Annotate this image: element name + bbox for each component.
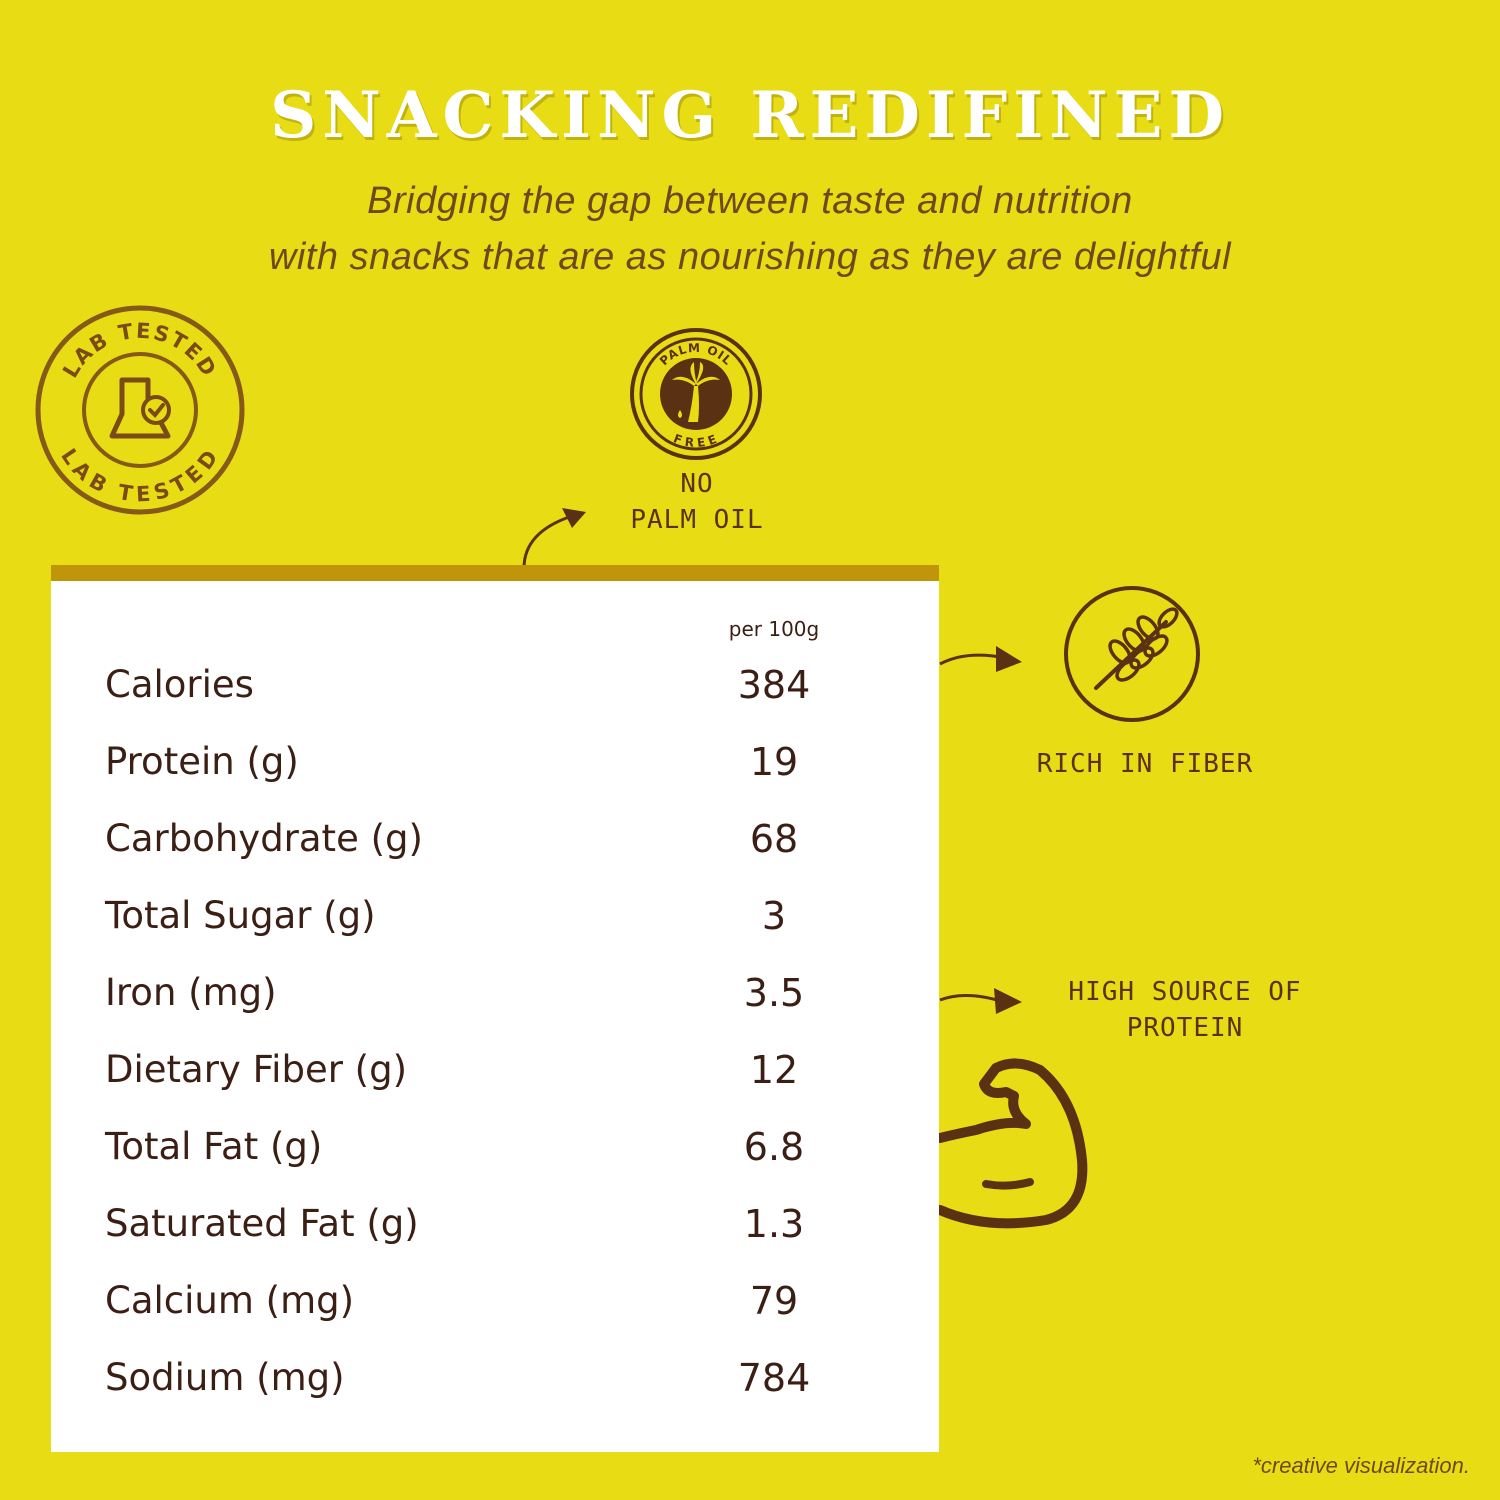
fiber-badge bbox=[1062, 584, 1202, 724]
nutrient-value: 6.8 bbox=[743, 1125, 805, 1169]
arrow-palm-icon bbox=[522, 508, 586, 569]
table-row: Iron (mg) 3.5 bbox=[51, 971, 939, 1031]
nutrient-name: Calories bbox=[105, 663, 254, 706]
table-row: Total Sugar (g) 3 bbox=[51, 894, 939, 954]
nutrient-name: Saturated Fat (g) bbox=[105, 1202, 419, 1245]
subtitle-line-2: with snacks that are as nourishing as th… bbox=[268, 236, 1232, 278]
per-100g-label: per 100g bbox=[728, 617, 820, 641]
nutrition-table: per 100g Calories 384 Protein (g) 19 Car… bbox=[51, 565, 939, 1452]
footnote: *creative visualization. bbox=[1252, 1453, 1470, 1478]
nutrient-name: Protein (g) bbox=[105, 740, 299, 783]
nutrient-value: 384 bbox=[737, 663, 811, 707]
nutrient-name: Iron (mg) bbox=[105, 971, 277, 1014]
table-row: Total Fat (g) 6.8 bbox=[51, 1125, 939, 1185]
table-row: Dietary Fiber (g) 12 bbox=[51, 1048, 939, 1108]
wheat-icon bbox=[1064, 586, 1200, 722]
svg-text:LAB TESTED: LAB TESTED bbox=[56, 444, 224, 506]
arrow-protein-icon bbox=[939, 988, 1022, 1014]
table-row: Protein (g) 19 bbox=[51, 740, 939, 800]
nutrient-name: Dietary Fiber (g) bbox=[105, 1048, 408, 1091]
table-top-bar bbox=[51, 565, 939, 581]
nutrient-value: 3.5 bbox=[743, 971, 805, 1015]
table-row: Calories 384 bbox=[51, 663, 939, 723]
nutrient-value: 784 bbox=[737, 1356, 811, 1400]
subtitle-line-1: Bridging the gap between taste and nutri… bbox=[367, 180, 1133, 222]
nutrient-name: Carbohydrate (g) bbox=[105, 817, 423, 860]
lab-tested-badge: LAB TESTED LAB TESTED bbox=[30, 300, 250, 520]
table-row: Sodium (mg) 784 bbox=[51, 1356, 939, 1416]
nutrient-name: Total Sugar (g) bbox=[105, 894, 376, 937]
page-title: SNACKING REDIFINED bbox=[270, 78, 1230, 153]
flexed-arm-icon bbox=[936, 1058, 1088, 1229]
nutrient-name: Total Fat (g) bbox=[105, 1125, 323, 1168]
table-row: Calcium (mg) 79 bbox=[51, 1279, 939, 1339]
palm-tree-icon: PALM OIL FREE bbox=[630, 328, 762, 460]
nutrient-name: Calcium (mg) bbox=[105, 1279, 355, 1322]
palm-oil-free-badge: PALM OIL FREE bbox=[628, 326, 764, 462]
lab-flask-check-icon: LAB TESTED LAB TESTED bbox=[35, 305, 245, 515]
table-row: Saturated Fat (g) 1.3 bbox=[51, 1202, 939, 1262]
rich-in-fiber-label: RICH IN FIBER bbox=[1036, 749, 1254, 779]
nutrient-value: 1.3 bbox=[743, 1202, 805, 1246]
nutrient-value: 3 bbox=[761, 894, 787, 938]
no-palm-oil-label: NO PALM OIL bbox=[630, 469, 764, 535]
arrow-fiber-icon bbox=[939, 646, 1022, 672]
nutrient-value: 68 bbox=[749, 817, 799, 861]
nutrient-value: 12 bbox=[749, 1048, 799, 1092]
nutrient-name: Sodium (mg) bbox=[105, 1356, 345, 1399]
table-row: Carbohydrate (g) 68 bbox=[51, 817, 939, 877]
high-protein-label: HIGH SOURCE OF PROTEIN bbox=[1068, 977, 1302, 1043]
nutrient-value: 19 bbox=[749, 740, 799, 784]
nutrient-value: 79 bbox=[749, 1279, 799, 1323]
